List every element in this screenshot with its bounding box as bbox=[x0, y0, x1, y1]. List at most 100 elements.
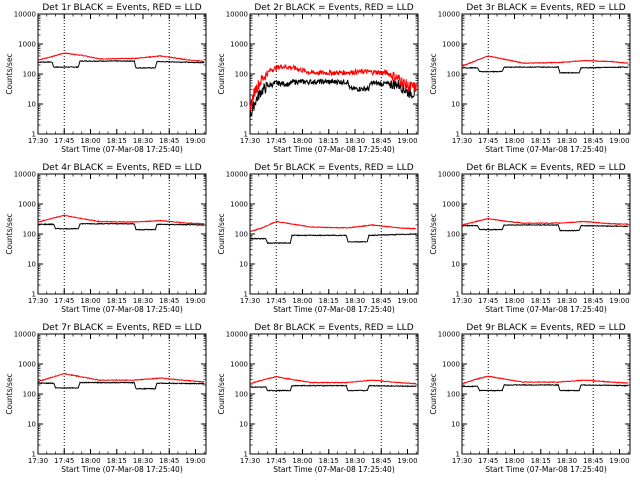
x-tick-label: 18:30 bbox=[133, 457, 153, 465]
plot-frame bbox=[37, 13, 207, 135]
plot-frame bbox=[249, 333, 419, 455]
x-tick-label: 18:15 bbox=[107, 297, 127, 305]
y-axis-label: Counts/sec bbox=[217, 373, 226, 414]
chart-panel-9: Det 9r BLACK = Events, RED = LLD 1 10 100 10… bbox=[429, 323, 631, 474]
y-tick-label: 1 bbox=[32, 451, 36, 459]
series-events-line bbox=[461, 65, 629, 74]
x-tick-label: 18:30 bbox=[557, 457, 577, 465]
y-tick-label: 10 bbox=[451, 421, 460, 429]
x-tick-label: 19:00 bbox=[185, 457, 205, 465]
x-tick-label: 19:00 bbox=[609, 297, 629, 305]
y-tick-label: 1 bbox=[32, 131, 36, 139]
chart-title: Det 3r BLACK = Events, RED = LLD bbox=[466, 3, 625, 13]
x-axis-label: Start Time (07-Mar-08 17:25:40) bbox=[273, 305, 395, 314]
x-tick-label: 17:45 bbox=[266, 457, 286, 465]
chart-title: Det 8r BLACK = Events, RED = LLD bbox=[254, 323, 413, 333]
series-lld-line bbox=[37, 214, 205, 225]
y-tick-label: 1000 bbox=[18, 201, 36, 209]
plot-frame bbox=[461, 173, 631, 295]
x-tick-label: 18:15 bbox=[107, 137, 127, 145]
x-axis-label: Start Time (07-Mar-08 17:25:40) bbox=[61, 145, 183, 154]
y-axis-label: Counts/sec bbox=[5, 53, 14, 94]
series-events-line bbox=[249, 77, 417, 121]
x-axis-label: Start Time (07-Mar-08 17:25:40) bbox=[61, 305, 183, 314]
y-tick-label: 1000 bbox=[18, 41, 36, 49]
y-tick-label: 1000 bbox=[230, 201, 248, 209]
x-tick-label: 18:45 bbox=[371, 297, 391, 305]
x-tick-label: 17:30 bbox=[452, 137, 472, 145]
chart-title: Det 2r BLACK = Events, RED = LLD bbox=[254, 3, 413, 13]
y-tick-label: 10000 bbox=[14, 171, 36, 179]
x-tick-label: 18:30 bbox=[345, 137, 365, 145]
x-tick-label: 18:00 bbox=[292, 457, 312, 465]
x-axis-label: Start Time (07-Mar-08 17:25:40) bbox=[61, 465, 183, 474]
y-tick-label: 10 bbox=[27, 421, 36, 429]
y-tick-label: 100 bbox=[235, 231, 248, 239]
series-lld-line bbox=[249, 63, 417, 111]
x-tick-label: 18:00 bbox=[80, 297, 100, 305]
x-tick-label: 17:30 bbox=[28, 457, 48, 465]
y-tick-label: 1 bbox=[244, 291, 248, 299]
y-axis-label: Counts/sec bbox=[429, 53, 438, 94]
y-tick-label: 100 bbox=[23, 71, 36, 79]
y-tick-label: 10000 bbox=[14, 331, 36, 339]
series-lld-line bbox=[461, 55, 629, 67]
series-events-line bbox=[461, 383, 629, 392]
x-tick-label: 18:00 bbox=[80, 457, 100, 465]
y-tick-label: 1 bbox=[456, 131, 460, 139]
x-tick-label: 17:45 bbox=[478, 137, 498, 145]
plot-frame bbox=[37, 333, 207, 455]
x-tick-label: 17:30 bbox=[240, 137, 260, 145]
chart-title: Det 7r BLACK = Events, RED = LLD bbox=[42, 323, 201, 333]
x-tick-label: 17:30 bbox=[28, 297, 48, 305]
series-events-line bbox=[249, 233, 417, 245]
y-axis-label: Counts/sec bbox=[429, 373, 438, 414]
plot-frame bbox=[461, 333, 631, 455]
y-tick-label: 10 bbox=[27, 261, 36, 269]
y-tick-label: 10000 bbox=[226, 331, 248, 339]
y-tick-label: 10 bbox=[239, 101, 248, 109]
x-tick-label: 18:15 bbox=[319, 297, 339, 305]
y-axis-label: Counts/sec bbox=[217, 213, 226, 254]
chart-panel-6: Det 6r BLACK = Events, RED = LLD 1 10 100 10… bbox=[429, 163, 631, 314]
series-events-line bbox=[37, 59, 205, 69]
y-axis-label: Counts/sec bbox=[217, 53, 226, 94]
x-tick-label: 17:30 bbox=[240, 457, 260, 465]
x-tick-label: 17:30 bbox=[452, 297, 472, 305]
chart-title: Det 4r BLACK = Events, RED = LLD bbox=[42, 163, 201, 173]
y-tick-label: 1000 bbox=[442, 201, 460, 209]
y-axis-label: Counts/sec bbox=[5, 213, 14, 254]
x-tick-label: 17:45 bbox=[478, 457, 498, 465]
series-lld-line bbox=[462, 375, 629, 385]
x-axis-label: Start Time (07-Mar-08 17:25:40) bbox=[485, 145, 607, 154]
x-tick-label: 17:45 bbox=[54, 297, 74, 305]
series-events-line bbox=[37, 222, 205, 231]
y-tick-label: 10000 bbox=[14, 11, 36, 19]
chart-panel-3: Det 3r BLACK = Events, RED = LLD 1 10 100 10… bbox=[429, 3, 631, 154]
y-tick-label: 10 bbox=[451, 101, 460, 109]
x-tick-label: 17:30 bbox=[240, 297, 260, 305]
x-tick-label: 18:30 bbox=[557, 297, 577, 305]
y-tick-label: 10 bbox=[451, 261, 460, 269]
series-lld-line bbox=[37, 372, 205, 383]
x-tick-label: 17:45 bbox=[478, 297, 498, 305]
plot-frame bbox=[461, 13, 631, 135]
x-tick-label: 18:30 bbox=[133, 137, 153, 145]
x-tick-label: 18:00 bbox=[80, 137, 100, 145]
x-tick-label: 19:00 bbox=[609, 457, 629, 465]
x-tick-label: 18:15 bbox=[531, 137, 551, 145]
chart-title: Det 1r BLACK = Events, RED = LLD bbox=[42, 3, 201, 13]
x-axis-label: Start Time (07-Mar-08 17:25:40) bbox=[485, 465, 607, 474]
y-tick-label: 1000 bbox=[442, 361, 460, 369]
y-tick-label: 10000 bbox=[226, 11, 248, 19]
y-tick-label: 10 bbox=[239, 421, 248, 429]
y-tick-label: 100 bbox=[23, 391, 36, 399]
y-tick-label: 10000 bbox=[438, 331, 460, 339]
series-lld-line bbox=[249, 375, 417, 385]
y-tick-label: 1000 bbox=[442, 41, 460, 49]
series-events-line bbox=[461, 223, 629, 232]
chart-panel-4: Det 4r BLACK = Events, RED = LLD 1 10 100 10… bbox=[5, 163, 207, 314]
x-tick-label: 19:00 bbox=[397, 297, 417, 305]
